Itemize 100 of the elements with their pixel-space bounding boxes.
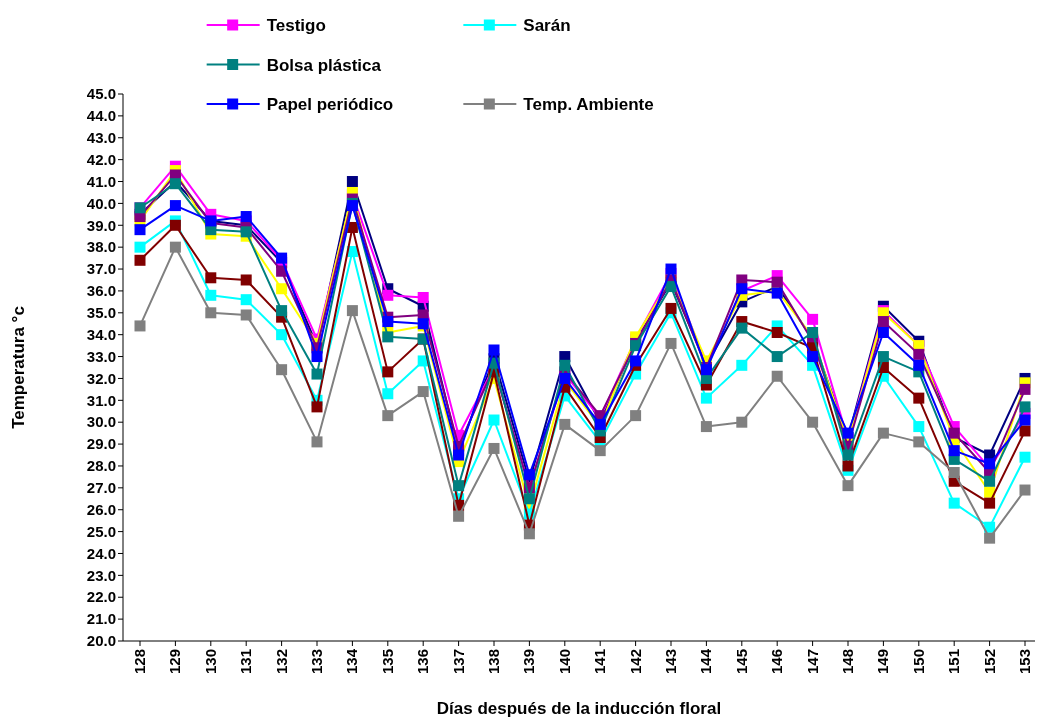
point <box>948 467 960 479</box>
point <box>807 326 819 338</box>
point <box>559 359 571 371</box>
point <box>382 316 394 328</box>
point <box>346 305 358 317</box>
y-tick-label: 35.0 <box>86 304 116 322</box>
x-tick-label: 138 <box>485 649 502 675</box>
point <box>134 254 146 266</box>
point <box>700 421 712 433</box>
point <box>1019 383 1031 395</box>
point <box>240 211 252 223</box>
y-tick-label: 37.0 <box>86 260 116 278</box>
point <box>913 348 925 360</box>
x-tick-label: 134 <box>343 648 361 675</box>
point <box>1019 425 1031 437</box>
point <box>807 351 819 363</box>
point <box>134 320 146 332</box>
point <box>630 410 642 422</box>
x-tick-label: 141 <box>591 649 609 675</box>
point <box>276 364 288 376</box>
y-tick-label: 33.0 <box>86 347 116 365</box>
point <box>771 351 783 363</box>
point <box>382 289 394 301</box>
x-tick-label: 132 <box>272 649 290 675</box>
point <box>984 475 996 487</box>
point <box>488 442 500 454</box>
point <box>948 427 960 439</box>
x-tick-label: 136 <box>414 649 432 675</box>
point <box>169 241 181 253</box>
point <box>346 176 358 188</box>
legend-label: Papel periódico <box>266 95 394 114</box>
x-tick-label: 145 <box>732 649 750 675</box>
y-tick-label: 25.0 <box>86 522 116 540</box>
y-tick-label: 27.0 <box>86 479 116 497</box>
point <box>488 344 500 356</box>
legend-label: Bolsa plástica <box>266 55 382 75</box>
point <box>736 416 748 428</box>
y-tick-label: 36.0 <box>86 282 116 300</box>
y-tick-label: 24.0 <box>86 544 116 562</box>
point <box>134 241 146 253</box>
y-tick-label: 43.0 <box>86 129 116 147</box>
x-tick-label: 150 <box>909 649 927 675</box>
y-tick-label: 32.0 <box>86 369 116 387</box>
point <box>842 449 854 461</box>
point <box>665 263 677 275</box>
y-tick-label: 20.0 <box>86 632 116 650</box>
x-tick-label: 128 <box>131 649 148 675</box>
point <box>700 392 712 404</box>
point <box>205 307 217 319</box>
point <box>877 316 889 328</box>
point <box>240 294 252 306</box>
y-tick-label: 26.0 <box>86 500 116 518</box>
point <box>665 302 677 314</box>
point <box>240 226 252 238</box>
point <box>311 401 323 413</box>
x-tick-label: 143 <box>662 649 679 675</box>
point <box>771 326 783 338</box>
x-tick-label: 137 <box>449 649 467 675</box>
y-tick-label: 29.0 <box>86 435 116 453</box>
y-tick-label: 31.0 <box>86 391 116 409</box>
x-tick-label: 151 <box>945 649 963 675</box>
point <box>984 486 996 498</box>
point <box>523 493 535 505</box>
point <box>771 370 783 382</box>
point <box>807 416 819 428</box>
y-tick-label: 21.0 <box>86 610 116 628</box>
x-tick-label: 131 <box>237 649 255 675</box>
point <box>913 421 925 433</box>
point <box>913 359 925 371</box>
point <box>311 368 323 380</box>
point <box>807 313 819 325</box>
y-tick-label: 34.0 <box>86 325 116 343</box>
point <box>382 366 394 378</box>
point <box>1019 414 1031 426</box>
point <box>205 289 217 301</box>
point <box>169 200 181 212</box>
x-tick-label: 147 <box>803 649 821 675</box>
y-tick-label: 45.0 <box>86 85 116 103</box>
point <box>771 276 783 288</box>
y-tick-label: 42.0 <box>86 150 116 168</box>
legend-label: Temp. Ambiente <box>523 95 654 114</box>
point <box>382 410 394 422</box>
point <box>948 497 960 509</box>
point <box>453 510 465 522</box>
y-tick-label: 23.0 <box>86 566 116 584</box>
point <box>559 418 571 430</box>
point <box>1019 451 1031 463</box>
y-tick-label: 40.0 <box>86 194 116 212</box>
point <box>736 359 748 371</box>
point <box>417 386 429 398</box>
point <box>276 305 288 317</box>
point <box>169 219 181 231</box>
point <box>240 309 252 321</box>
y-tick-label: 30.0 <box>86 413 116 431</box>
point <box>276 329 288 341</box>
point <box>382 331 394 343</box>
point <box>842 460 854 472</box>
point <box>311 351 323 363</box>
point <box>488 414 500 426</box>
point <box>240 274 252 286</box>
